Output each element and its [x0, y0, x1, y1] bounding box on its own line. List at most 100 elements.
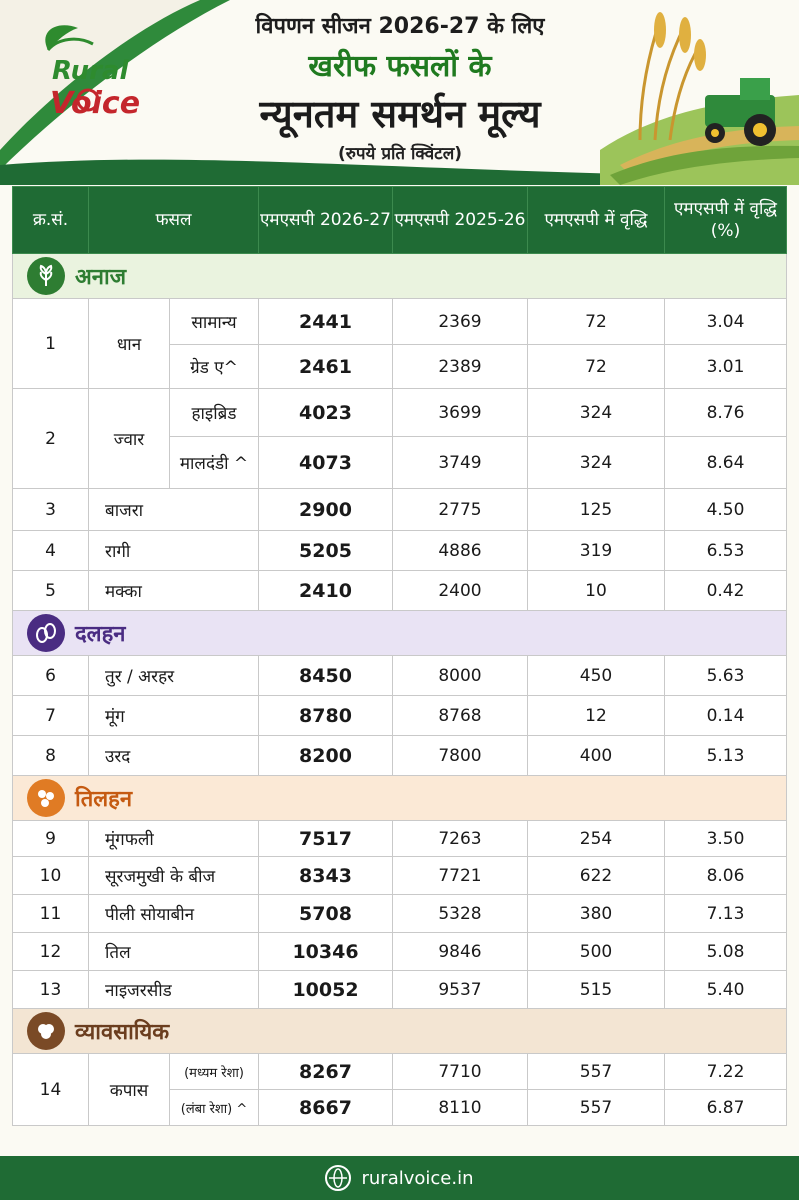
msp-increase-pct: 3.01: [664, 344, 787, 389]
table-row: 9 मूंगफली 7517 7263 254 3.50: [12, 820, 787, 857]
footer-bar: ruralvoice.in: [0, 1156, 799, 1200]
rural-voice-logo: Rural Voice: [18, 20, 168, 130]
crop-name: तुर / अरहर: [88, 655, 259, 696]
msp-2026: 2441: [258, 298, 393, 345]
logo-word-voice: Voice: [50, 86, 141, 121]
msp-2025: 5328: [392, 894, 528, 933]
serial-number: 14: [12, 1053, 89, 1126]
msp-increase: 500: [527, 932, 665, 971]
section-cell: अनाज: [12, 253, 787, 299]
msp-increase-pct: 7.13: [664, 894, 787, 933]
table-row: 7 मूंग 8780 8768 12 0.14: [12, 695, 787, 736]
msp-increase: 622: [527, 856, 665, 895]
table-row: ग्रेड ए^ 2461 2389 72 3.01: [13, 344, 787, 389]
col-header-crop: फसल: [88, 186, 259, 254]
section-cell: दलहन: [12, 610, 787, 656]
msp-increase-pct: 8.06: [664, 856, 787, 895]
msp-2026: 8450: [258, 655, 393, 696]
table-row: 4 रागी 5205 4886 319 6.53: [12, 530, 787, 571]
msp-2025: 9537: [392, 970, 528, 1009]
crop-name: कपास: [88, 1053, 170, 1126]
table-row: मालदंडी ^ 4073 3749 324 8.64: [13, 436, 787, 489]
section-row-anaj: अनाज: [12, 253, 787, 299]
msp-2025: 7710: [392, 1053, 528, 1090]
msp-increase-pct: 0.14: [664, 695, 787, 736]
msp-2025: 8768: [392, 695, 528, 736]
msp-2025: 3749: [392, 436, 528, 489]
msp-2026: 4023: [258, 388, 393, 437]
website-link[interactable]: ruralvoice.in: [361, 1167, 474, 1189]
msp-increase-pct: 6.87: [664, 1089, 787, 1126]
serial-number: 7: [12, 695, 89, 736]
msp-increase-pct: 4.50: [664, 488, 787, 531]
section-cell: व्यावसायिक: [12, 1008, 787, 1054]
msp-2025: 3699: [392, 388, 528, 437]
msp-increase-pct: 3.50: [664, 820, 787, 857]
msp-2026: 7517: [258, 820, 393, 857]
logo-word-rural: Rural: [52, 56, 129, 86]
table-row: 2 ज्वार हाइब्रिड 4023 3699 324 8.76: [12, 388, 787, 489]
msp-2025: 9846: [392, 932, 528, 971]
msp-increase-pct: 5.40: [664, 970, 787, 1009]
msp-increase: 557: [527, 1053, 665, 1090]
serial-number: 6: [12, 655, 89, 696]
msp-2026: 8267: [258, 1053, 393, 1090]
msp-2025: 2389: [392, 344, 528, 389]
msp-2026: 10052: [258, 970, 393, 1009]
msp-increase-pct: 8.76: [664, 388, 787, 437]
serial-number: 13: [12, 970, 89, 1009]
title-line-3: न्यूनतम समर्थन मूल्य: [259, 92, 541, 136]
table-row: 3 बाजरा 2900 2775 125 4.50: [12, 488, 787, 531]
msp-increase-pct: 3.04: [664, 298, 787, 345]
tractor-icon: [705, 78, 776, 146]
table-header-row: क्र.सं. फसल एमएसपी 2026-27 एमएसपी 2025-2…: [12, 186, 787, 254]
leaf-icon: [45, 25, 100, 112]
msp-increase: 380: [527, 894, 665, 933]
table-row: 13 नाइजरसीड 10052 9537 515 5.40: [12, 970, 787, 1009]
msp-increase: 254: [527, 820, 665, 857]
msp-2025: 8000: [392, 655, 528, 696]
serial-number: 12: [12, 932, 89, 971]
msp-increase: 400: [527, 735, 665, 776]
title-line-4: (रुपये प्रति क्विंटल): [337, 144, 463, 164]
msp-increase-pct: 7.22: [664, 1053, 787, 1090]
crop-name: तिल: [88, 932, 259, 971]
header: Rural Voice विपणन सीजन 2026-27 के लिए खर…: [0, 0, 799, 185]
msp-increase-pct: 5.13: [664, 735, 787, 776]
title-block: विपणन सीजन 2026-27 के लिए खरीफ फसलों के …: [170, 8, 630, 164]
section-label: तिलहन: [75, 787, 133, 812]
serial-number: 9: [12, 820, 89, 857]
section-row-dalhan: दलहन: [12, 610, 787, 656]
serial-number: 11: [12, 894, 89, 933]
crop-name: पीली सोयाबीन: [88, 894, 259, 933]
msp-2026: 2900: [258, 488, 393, 531]
crop-name: रागी: [88, 530, 259, 571]
section-label: अनाज: [75, 265, 127, 290]
table-row: 12 तिल 10346 9846 500 5.08: [12, 932, 787, 971]
title-line-1: विपणन सीजन 2026-27 के लिए: [255, 14, 545, 39]
crop-name: उरद: [88, 735, 259, 776]
crop-variety: मालदंडी ^: [169, 436, 259, 489]
cotton-icon: [27, 1012, 65, 1050]
msp-2026: 8780: [258, 695, 393, 736]
crop-name: सूरजमुखी के बीज: [88, 856, 259, 895]
msp-increase: 324: [527, 388, 665, 437]
pulses-icon: [27, 614, 65, 652]
msp-2025: 7263: [392, 820, 528, 857]
msp-increase: 10: [527, 570, 665, 611]
section-row-vyavsayik: व्यावसायिक: [12, 1008, 787, 1054]
msp-increase: 72: [527, 298, 665, 345]
msp-increase-pct: 6.53: [664, 530, 787, 571]
table-row: 8 उरद 8200 7800 400 5.13: [12, 735, 787, 776]
serial-number: 3: [12, 488, 89, 531]
globe-icon: [325, 1165, 352, 1191]
crop-name: बाजरा: [88, 488, 259, 531]
grain-icon: [27, 257, 65, 295]
msp-increase-pct: 5.63: [664, 655, 787, 696]
crop-name: धान: [88, 298, 170, 389]
msp-increase: 324: [527, 436, 665, 489]
msp-increase: 557: [527, 1089, 665, 1126]
table-row: 5 मक्का 2410 2400 10 0.42: [12, 570, 787, 611]
msp-increase-pct: 0.42: [664, 570, 787, 611]
col-header-sn: क्र.सं.: [12, 186, 89, 254]
